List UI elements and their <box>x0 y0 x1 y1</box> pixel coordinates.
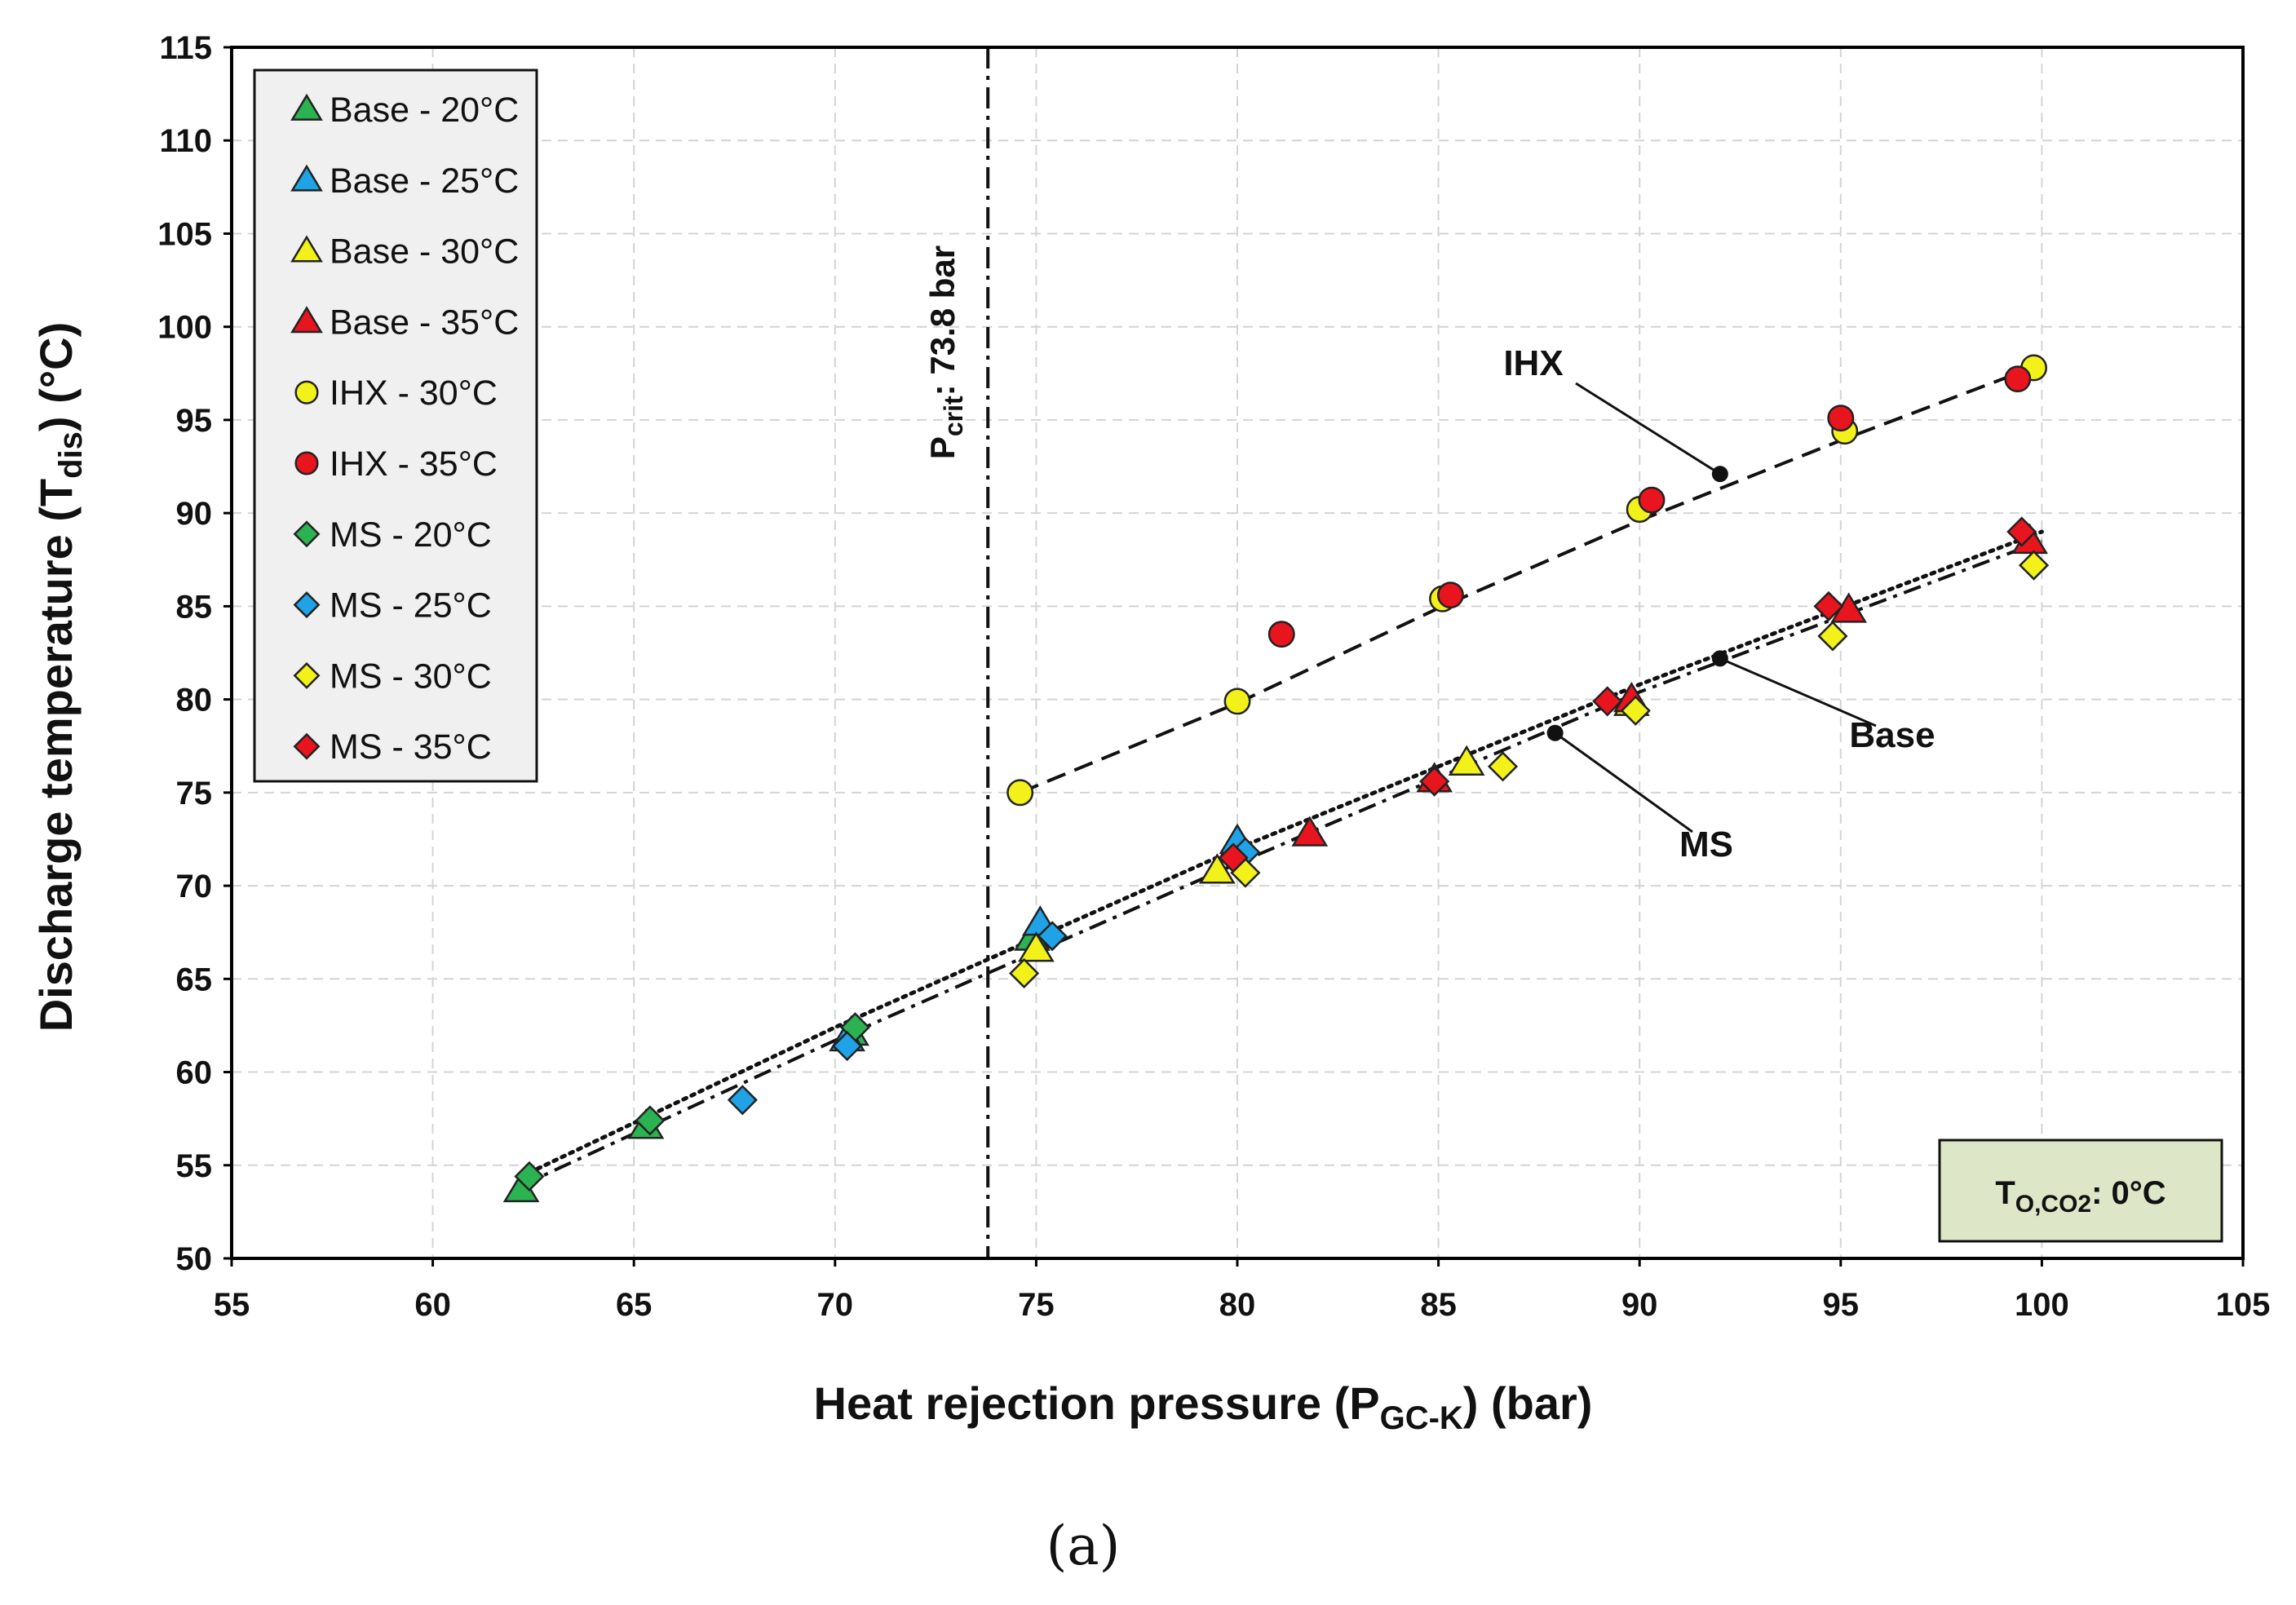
y-tick-label: 60 <box>176 1055 213 1091</box>
x-tick-label: 85 <box>1420 1287 1457 1323</box>
trendline-ihx <box>1019 362 2043 794</box>
annotation-label-ms: MS <box>1679 825 1733 864</box>
data-points <box>502 354 2050 1203</box>
data-point <box>2018 550 2050 581</box>
y-tick-label: 65 <box>176 962 213 997</box>
x-tick-label: 90 <box>1621 1287 1658 1323</box>
legend-label: Base - 20°C <box>330 91 519 130</box>
x-axis-title: Heat rejection pressure (PGC-K) (bar) <box>814 1377 1593 1436</box>
legend: Base - 20°C Base - 25°C Base - 30°C Base - … <box>253 69 538 783</box>
x-tick-label: 105 <box>2216 1287 2271 1323</box>
data-point <box>1419 766 1450 797</box>
annotation-label-ihx: IHX <box>1503 343 1563 383</box>
annotation-point-ms <box>1546 724 1564 741</box>
data-point <box>1487 751 1519 782</box>
y-axis-title: Discharge temperature (Tdis) (°C) <box>30 322 89 1032</box>
critical-pressure-label: Pcrit: 73.8 bar <box>923 245 968 459</box>
annotation-leader-ihx <box>1575 382 1721 475</box>
x-tick-label: 95 <box>1823 1287 1860 1323</box>
x-tick-label: 80 <box>1219 1287 1256 1323</box>
data-point <box>2004 365 2032 393</box>
legend-label: Base - 30°C <box>330 232 519 272</box>
data-point <box>1009 957 1040 989</box>
data-point <box>1291 816 1329 847</box>
data-point <box>1006 779 1034 807</box>
data-point <box>1436 581 1464 609</box>
legend-marker <box>290 235 323 263</box>
x-tick-label: 75 <box>1018 1287 1055 1323</box>
data-point <box>832 1030 863 1062</box>
condition-box-frame <box>1938 1139 2223 1243</box>
legend-label: MS - 20°C <box>330 515 492 555</box>
data-point <box>727 1085 758 1116</box>
x-tick-label: 70 <box>817 1287 854 1323</box>
x-tick-label: 100 <box>2015 1287 2069 1323</box>
data-point <box>1037 921 1068 952</box>
annotation-point-base <box>1711 650 1728 667</box>
annotation-leader-base <box>1719 657 1877 727</box>
legend-label: MS - 35°C <box>330 727 492 767</box>
y-tick-label: 50 <box>176 1241 213 1277</box>
data-point <box>635 1105 666 1136</box>
y-tick-label: 95 <box>176 403 213 439</box>
data-point <box>1448 745 1485 776</box>
legend-label: IHX - 30°C <box>330 374 498 413</box>
legend-marker <box>293 661 321 689</box>
y-tick-label: 80 <box>176 683 213 718</box>
x-tick-label: 65 <box>616 1287 653 1323</box>
annotation-point-ihx <box>1711 466 1728 483</box>
data-point <box>1218 842 1249 873</box>
x-tick-labels: 55 60 65 70 75 80 85 90 95 100 105 <box>214 1258 2271 1323</box>
legend-marker <box>294 380 319 405</box>
y-tick-label: 100 <box>157 310 212 346</box>
y-tick-label: 85 <box>176 589 213 625</box>
data-point <box>1827 405 1855 432</box>
y-tick-labels: 50 55 60 65 70 75 80 85 90 95 100 105 110 115 <box>157 30 232 1277</box>
annotations: IHX Base MS <box>1503 343 1935 864</box>
annotation-label-base: Base <box>1849 715 1935 755</box>
y-tick-label: 105 <box>157 216 212 252</box>
legend-label: MS - 25°C <box>330 586 492 626</box>
data-point <box>1592 686 1623 717</box>
data-point <box>1620 695 1651 726</box>
data-point <box>1638 486 1666 514</box>
data-point <box>514 1161 545 1192</box>
y-tick-label: 55 <box>176 1148 213 1184</box>
y-tick-label: 115 <box>159 30 212 66</box>
legend-label: Base - 35°C <box>330 303 519 342</box>
legend-marker <box>293 591 321 619</box>
legend-marker <box>290 93 323 121</box>
x-tick-label: 55 <box>214 1287 250 1323</box>
data-point <box>1817 621 1848 652</box>
legend-marker <box>290 164 323 192</box>
y-tick-label: 75 <box>176 776 213 811</box>
legend-label: MS - 30°C <box>330 657 492 696</box>
gridlines <box>232 47 2243 1258</box>
legend-marker <box>290 306 323 334</box>
data-point <box>1813 590 1844 621</box>
data-point <box>1198 853 1236 884</box>
x-tick-label: 60 <box>414 1287 451 1323</box>
data-point <box>1018 931 1055 962</box>
y-tick-label: 90 <box>176 496 213 532</box>
legend-label: Base - 25°C <box>330 161 519 201</box>
figure-caption: (a) <box>1046 1514 1121 1577</box>
data-point <box>1267 621 1295 648</box>
condition-box-label: TO,CO2: 0°C <box>1995 1175 2165 1218</box>
annotation-leader-ms <box>1554 732 1693 833</box>
legend-marker <box>294 451 319 475</box>
legend-label: IHX - 35°C <box>330 444 498 484</box>
data-point <box>2006 516 2037 547</box>
y-tick-label: 110 <box>159 123 212 159</box>
legend-marker <box>293 732 321 760</box>
legend-marker <box>293 520 321 548</box>
y-tick-label: 70 <box>176 869 213 904</box>
data-point <box>1223 688 1251 715</box>
